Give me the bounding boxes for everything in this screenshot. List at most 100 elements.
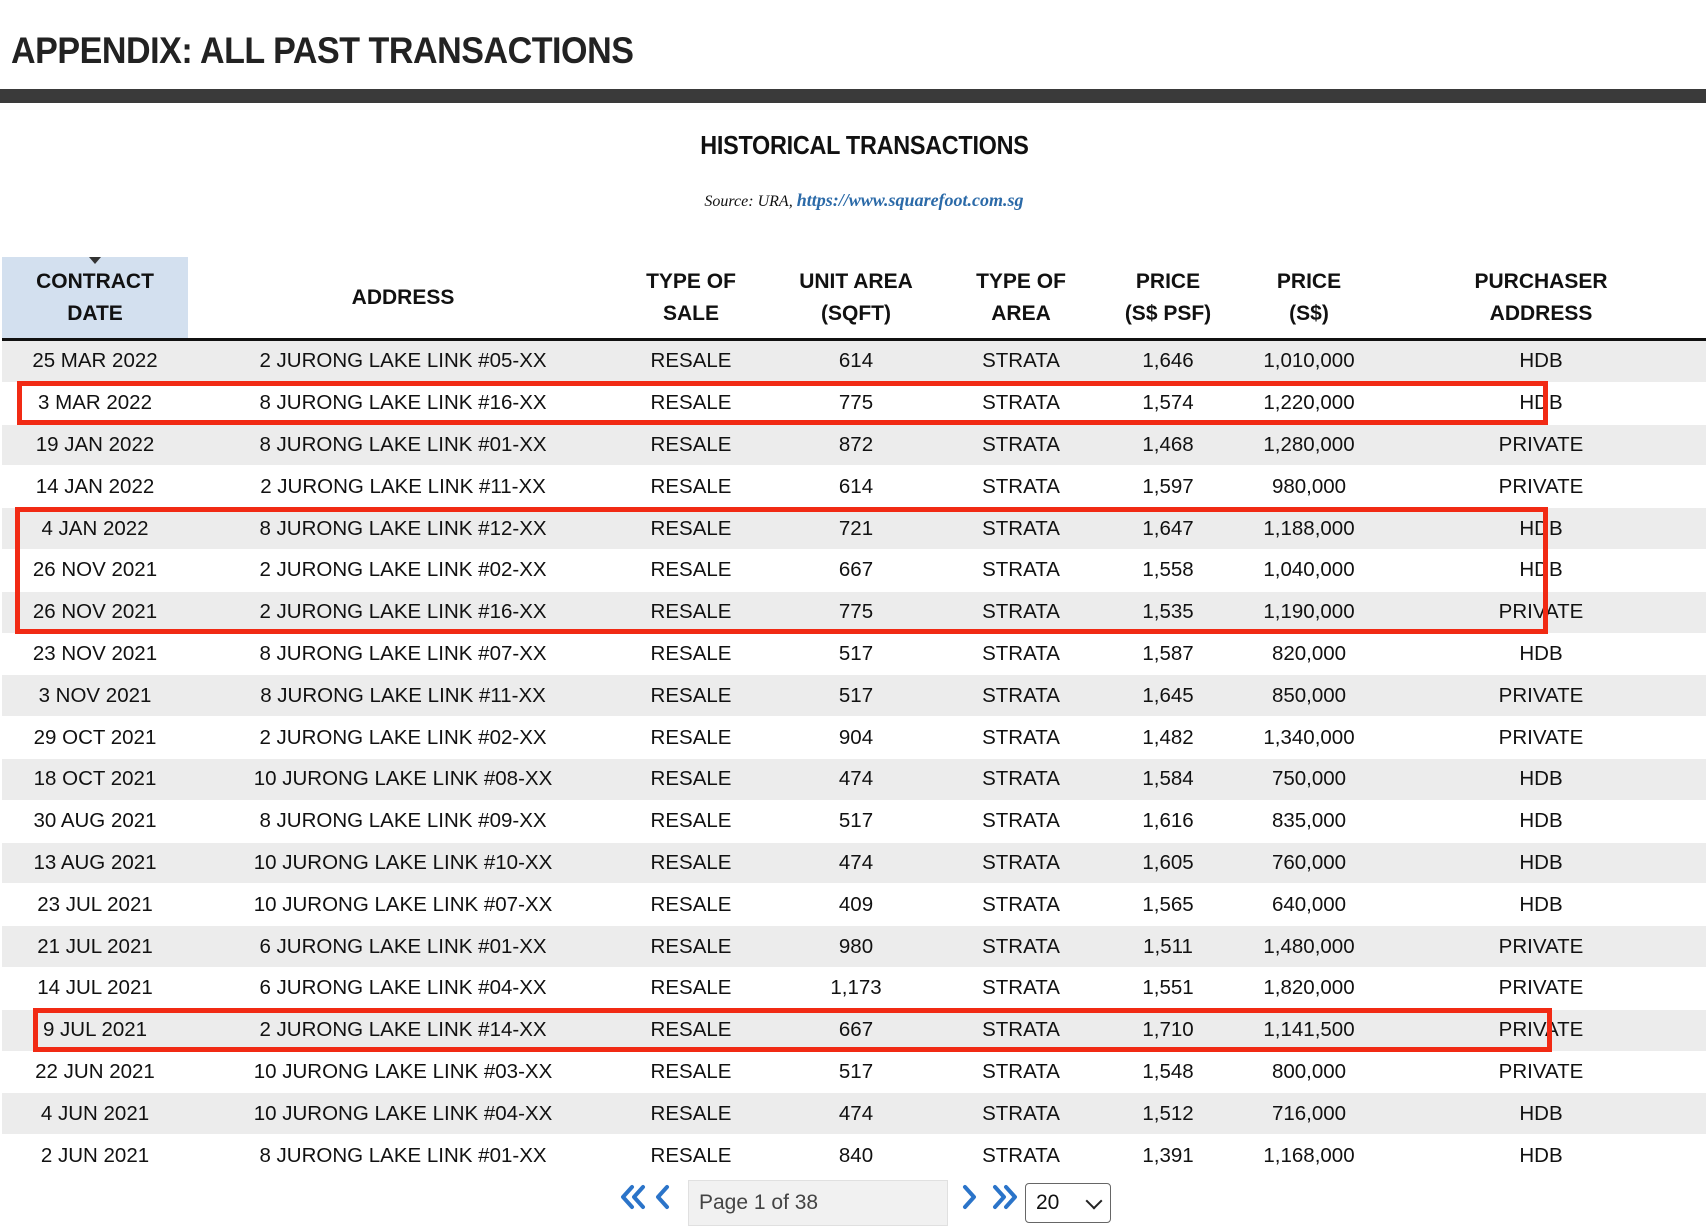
column-header-line2: ADDRESS — [1489, 301, 1593, 325]
cell-price-psf: 1,584 — [1094, 758, 1242, 801]
cell-address: 10 JURONG LAKE LINK #07-XX — [188, 883, 618, 927]
column-header-price[interactable]: PRICE (S$) — [1242, 257, 1376, 341]
cell-price: 1,188,000 — [1242, 507, 1376, 550]
cell-type-of-sale: RESALE — [618, 883, 764, 927]
cell-purchaser-address: PRIVATE — [1376, 1009, 1706, 1052]
cell-address: 2 JURONG LAKE LINK #16-XX — [188, 591, 618, 634]
table-row: 26 NOV 2021 2 JURONG LAKE LINK #16-XX RESA… — [2, 591, 1706, 634]
column-header-address[interactable]: ADDRESS — [188, 257, 618, 341]
table-row: 3 NOV 2021 8 JURONG LAKE LINK #11-XX RESAL… — [2, 674, 1706, 718]
cell-address: 2 JURONG LAKE LINK #05-XX — [188, 339, 618, 383]
cell-purchaser-address: PRIVATE — [1376, 716, 1706, 759]
column-header-purchaser-address[interactable]: PURCHASER ADDRESS — [1376, 257, 1706, 341]
chevron-right-icon[interactable] — [960, 1182, 980, 1218]
source-link[interactable]: https://www.squarefoot.com.sg — [796, 190, 1024, 210]
cell-type-of-sale: RESALE — [618, 465, 764, 509]
cell-type-of-area: STRATA — [948, 800, 1094, 843]
cell-purchaser-address: HDB — [1376, 633, 1706, 676]
cell-purchaser-address: PRIVATE — [1376, 1051, 1706, 1094]
table-row: 2 JUN 2021 8 JURONG LAKE LINK #01-XX RESAL… — [2, 1134, 1706, 1177]
table-body: 25 MAR 2022 2 JURONG LAKE LINK #05-XX RESA… — [2, 339, 1706, 1177]
pagination-bar: Page 1 of 38 20 — [0, 1172, 1706, 1230]
cell-price-psf: 1,551 — [1094, 967, 1242, 1010]
cell-address: 8 JURONG LAKE LINK #01-XX — [188, 424, 618, 467]
cell-address: 2 JURONG LAKE LINK #02-XX — [188, 549, 618, 592]
cell-price: 800,000 — [1242, 1051, 1376, 1094]
column-header-line1: TYPE OF — [976, 269, 1066, 293]
cell-contract-date: 3 MAR 2022 — [2, 382, 188, 425]
table-row: 3 MAR 2022 8 JURONG LAKE LINK #16-XX RESAL… — [2, 382, 1706, 425]
cell-price-psf: 1,512 — [1094, 1092, 1242, 1136]
table-row: 14 JUL 2021 6 JURONG LAKE LINK #04-XX RESA… — [2, 967, 1706, 1010]
cell-price: 1,820,000 — [1242, 967, 1376, 1010]
cell-contract-date: 29 OCT 2021 — [2, 716, 188, 759]
cell-price-psf: 1,468 — [1094, 424, 1242, 467]
column-header-line1: ADDRESS — [351, 285, 455, 309]
column-header-line1: PRICE — [1276, 269, 1342, 293]
page-indicator[interactable]: Page 1 of 38 — [688, 1180, 948, 1226]
page-size-select[interactable]: 20 — [1025, 1183, 1111, 1223]
transactions-table-wrap: CONTRACT DATE ADDRESS TYPE OF SALE UNIT AREA (… — [2, 257, 1706, 1177]
table-row: 30 AUG 2021 8 JURONG LAKE LINK #09-XX RESA… — [2, 800, 1706, 843]
cell-purchaser-address: PRIVATE — [1376, 967, 1706, 1010]
column-header-type-of-sale[interactable]: TYPE OF SALE — [618, 257, 764, 341]
cell-contract-date: 30 AUG 2021 — [2, 800, 188, 843]
cell-price-psf: 1,616 — [1094, 800, 1242, 843]
cell-price-psf: 1,558 — [1094, 549, 1242, 592]
cell-price-psf: 1,535 — [1094, 591, 1242, 634]
cell-price: 1,168,000 — [1242, 1134, 1376, 1177]
cell-type-of-area: STRATA — [948, 591, 1094, 634]
table-row: 22 JUN 2021 10 JURONG LAKE LINK #03-XX RES… — [2, 1051, 1706, 1094]
cell-purchaser-address: HDB — [1376, 549, 1706, 592]
cell-price: 760,000 — [1242, 842, 1376, 885]
cell-type-of-sale: RESALE — [618, 1009, 764, 1052]
cell-unit-area: 474 — [764, 1092, 948, 1136]
cell-unit-area: 614 — [764, 465, 948, 509]
cell-price: 850,000 — [1242, 674, 1376, 718]
cell-price: 1,340,000 — [1242, 716, 1376, 759]
cell-address: 8 JURONG LAKE LINK #12-XX — [188, 507, 618, 550]
column-header-line1: CONTRACT — [36, 269, 154, 293]
chevron-left-icon[interactable] — [652, 1182, 672, 1218]
table-row: 21 JUL 2021 6 JURONG LAKE LINK #01-XX RESA… — [2, 925, 1706, 968]
cell-type-of-area: STRATA — [948, 424, 1094, 467]
cell-price-psf: 1,597 — [1094, 465, 1242, 509]
cell-unit-area: 1,173 — [764, 967, 948, 1010]
cell-contract-date: 26 NOV 2021 — [2, 549, 188, 592]
cell-type-of-area: STRATA — [948, 549, 1094, 592]
cell-price: 750,000 — [1242, 758, 1376, 801]
cell-contract-date: 4 JUN 2021 — [2, 1092, 188, 1136]
cell-contract-date: 14 JUL 2021 — [2, 967, 188, 1010]
cell-contract-date: 13 AUG 2021 — [2, 842, 188, 885]
cell-price-psf: 1,548 — [1094, 1051, 1242, 1094]
cell-type-of-sale: RESALE — [618, 674, 764, 718]
table-row: 26 NOV 2021 2 JURONG LAKE LINK #02-XX RESA… — [2, 549, 1706, 592]
cell-type-of-area: STRATA — [948, 1092, 1094, 1136]
cell-type-of-sale: RESALE — [618, 633, 764, 676]
cell-type-of-area: STRATA — [948, 382, 1094, 425]
chevron-down-icon — [1085, 1192, 1103, 1210]
cell-address: 8 JURONG LAKE LINK #01-XX — [188, 1134, 618, 1177]
table-row: 14 JAN 2022 2 JURONG LAKE LINK #11-XX RESA… — [2, 465, 1706, 509]
column-header-line1: PRICE — [1135, 269, 1201, 293]
cell-price-psf: 1,482 — [1094, 716, 1242, 759]
cell-address: 6 JURONG LAKE LINK #01-XX — [188, 925, 618, 968]
cell-contract-date: 19 JAN 2022 — [2, 424, 188, 467]
column-header-price-psf[interactable]: PRICE (S$ PSF) — [1094, 257, 1242, 341]
cell-unit-area: 667 — [764, 1009, 948, 1052]
column-header-line2: (SQFT) — [821, 301, 891, 325]
cell-type-of-sale: RESALE — [618, 925, 764, 968]
column-header-contract-date[interactable]: CONTRACT DATE — [2, 257, 188, 341]
cell-price: 820,000 — [1242, 633, 1376, 676]
cell-contract-date: 9 JUL 2021 — [2, 1009, 188, 1052]
cell-unit-area: 409 — [764, 883, 948, 927]
column-header-type-of-area[interactable]: TYPE OF AREA — [948, 257, 1094, 341]
cell-purchaser-address: HDB — [1376, 800, 1706, 843]
double-chevron-left-icon[interactable] — [618, 1182, 648, 1218]
table-row: 29 OCT 2021 2 JURONG LAKE LINK #02-XX RESA… — [2, 716, 1706, 759]
column-header-unit-area[interactable]: UNIT AREA (SQFT) — [764, 257, 948, 341]
title-divider — [0, 89, 1706, 103]
cell-price: 1,141,500 — [1242, 1009, 1376, 1052]
cell-unit-area: 980 — [764, 925, 948, 968]
double-chevron-right-icon[interactable] — [990, 1182, 1020, 1218]
